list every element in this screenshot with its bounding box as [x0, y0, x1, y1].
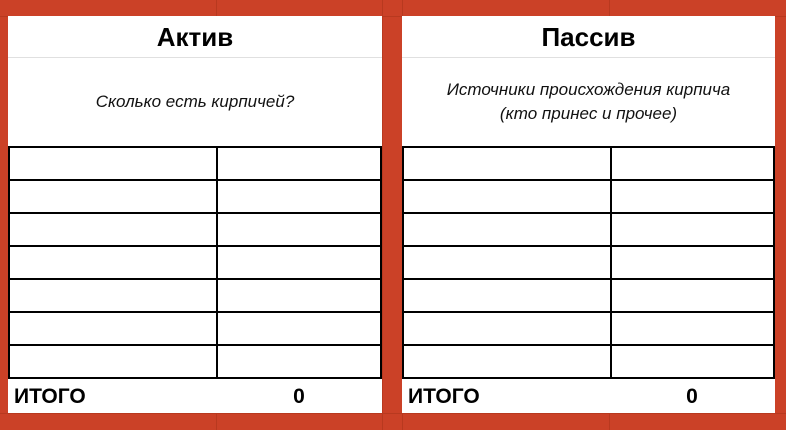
table-cell[interactable]	[610, 311, 775, 346]
table-cell[interactable]	[610, 245, 775, 280]
table-cell[interactable]	[402, 311, 612, 346]
table-cell[interactable]	[402, 179, 612, 214]
table-cell[interactable]	[610, 212, 775, 247]
table-row	[402, 245, 775, 280]
table-cell[interactable]	[8, 245, 218, 280]
table-cell[interactable]	[216, 212, 382, 247]
table-row	[8, 344, 382, 379]
table-cell[interactable]	[216, 245, 382, 280]
table-cell[interactable]	[402, 146, 612, 181]
table-cell[interactable]	[8, 179, 218, 214]
table-cell[interactable]	[610, 344, 775, 379]
table-row	[8, 245, 382, 280]
table-cell[interactable]	[610, 179, 775, 214]
table-cell[interactable]	[610, 278, 775, 313]
table-row	[8, 311, 382, 346]
table-cell[interactable]	[216, 311, 382, 346]
total-value[interactable]: 0	[686, 385, 698, 408]
table-cell[interactable]	[8, 311, 218, 346]
table-row	[8, 146, 382, 181]
table-row	[402, 311, 775, 346]
panel-subtitle[interactable]: Сколько есть кирпичей?	[95, 92, 295, 111]
table-cell[interactable]	[402, 212, 612, 247]
table-row	[8, 278, 382, 313]
total-label[interactable]: ИТОГО	[14, 385, 86, 408]
table-row	[8, 179, 382, 214]
panel-passiv: Пассив Источники происхождения кирпича (…	[402, 16, 775, 413]
table-cell[interactable]	[610, 146, 775, 181]
table-cell[interactable]	[8, 278, 218, 313]
table-cell[interactable]	[402, 344, 612, 379]
table-row	[8, 212, 382, 247]
table-cell[interactable]	[8, 344, 218, 379]
table-row	[402, 146, 775, 181]
table-cell[interactable]	[216, 179, 382, 214]
total-label[interactable]: ИТОГО	[408, 385, 480, 408]
panel-title[interactable]: Актив	[8, 16, 382, 58]
table-row	[402, 212, 775, 247]
total-value[interactable]: 0	[293, 385, 305, 408]
panel-subtitle[interactable]: Источники происхождения кирпича (кто при…	[446, 80, 731, 123]
table-cell[interactable]	[216, 146, 382, 181]
panel-title[interactable]: Пассив	[402, 16, 775, 58]
total-row: ИТОГО 0	[402, 379, 775, 415]
table-cell[interactable]	[402, 278, 612, 313]
table-row	[402, 344, 775, 379]
table-cell[interactable]	[402, 245, 612, 280]
table-row	[402, 179, 775, 214]
entry-table	[402, 146, 775, 379]
total-row: ИТОГО 0	[8, 379, 382, 415]
table-cell[interactable]	[216, 278, 382, 313]
table-row	[402, 278, 775, 313]
table-cell[interactable]	[8, 212, 218, 247]
table-cell[interactable]	[8, 146, 218, 181]
panel-aktiv: Актив Сколько есть кирпичей? ИТОГО 0	[8, 16, 382, 413]
entry-table	[8, 146, 382, 379]
table-cell[interactable]	[216, 344, 382, 379]
